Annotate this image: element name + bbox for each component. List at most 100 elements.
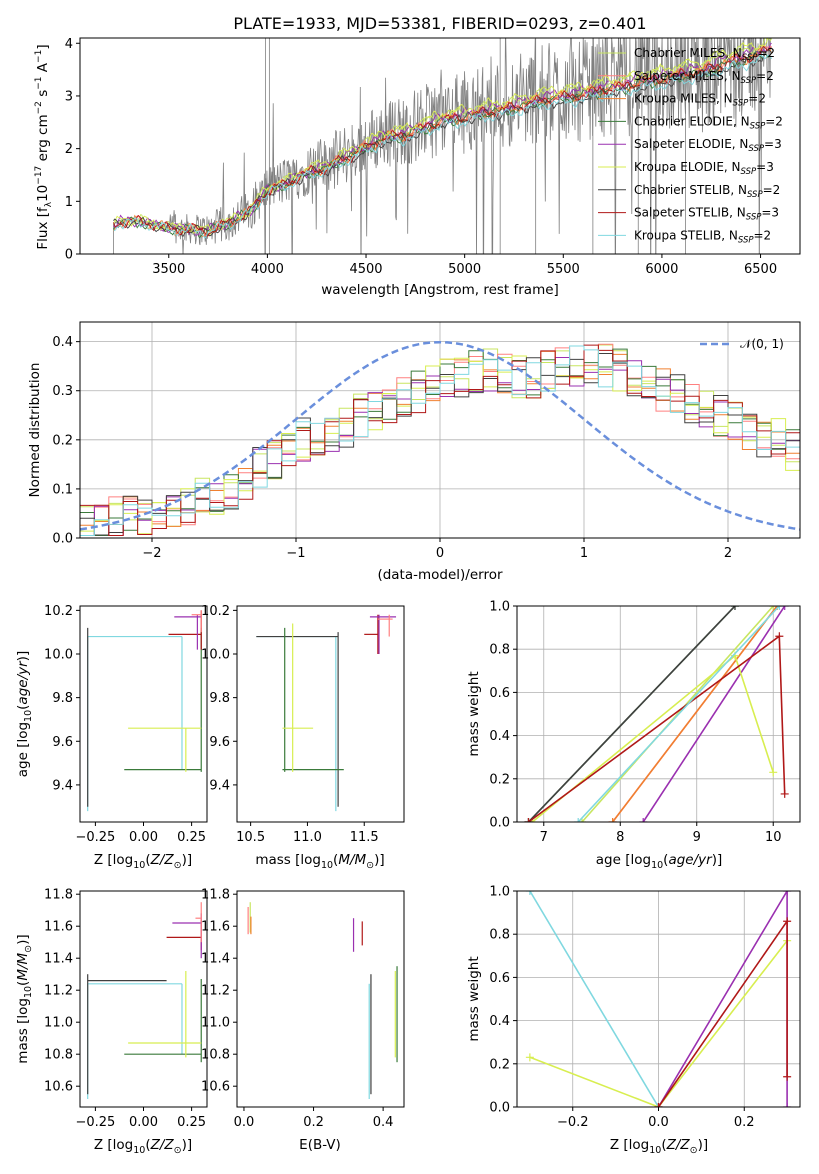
legend-label-sub: SSP [747, 190, 763, 200]
legend-label-main: Salpeter ELODIE, N [634, 137, 748, 151]
massweight_vs_Z-xtick-label: −0.2 [557, 1115, 589, 1130]
z-weight-marker [525, 891, 534, 895]
mass_vs_EBV-xtick-label: 0.2 [303, 1115, 324, 1130]
spectrum-xtick-label: 5500 [547, 262, 580, 277]
massweight_vs_Z-ytick-label: 1.0 [489, 885, 510, 900]
age_vs_Z-xtick-label: −0.25 [75, 830, 115, 845]
spectrum-ylabel-part: s [35, 90, 51, 101]
age-z-xlabel-part: Z/Z [150, 852, 175, 868]
massweight_vs_Z-axes: −0.2 0.0 0.2 0.0 0.2 0.4 0.6 0.8 1.0 [489, 885, 801, 1130]
residuals-ytick-label: 0.4 [52, 335, 73, 350]
z-weight-xlabel-part: ⊙ [690, 1145, 698, 1156]
age-weight-marker [574, 818, 583, 822]
age-weight-xlabel-part: age [log [596, 852, 651, 868]
massweight_vs_Z-ytick-label: 0.2 [489, 1057, 510, 1072]
legend-label-suffix: =2 [763, 183, 781, 197]
spectrum-ylabel: Flux [fλ10−17 erg cm−2 s−1 A−1] [34, 44, 54, 249]
spectrum-legend-label: Salpeter ELODIE, NSSP=3 [634, 137, 782, 154]
residual-ylabel: Normed distribution [27, 363, 43, 498]
massweight_vs_age-xtick-label: 9 [693, 830, 701, 845]
age_vs_Z-axes: −0.25 0.00 0.25 9.4 9.6 9.8 10.0 10.2 [44, 604, 208, 845]
z-weight-marker [654, 1103, 663, 1107]
spectrum-xtick-label: 3500 [152, 262, 185, 277]
z-weight-xlabel-part: )] [698, 1137, 709, 1153]
mass_vs_Z-ytick-label: 11.4 [44, 952, 73, 967]
massweight_vs_Z-xtick-label: 0.0 [648, 1115, 669, 1130]
age-z-xlabel-part: ⊙ [174, 860, 182, 871]
massweight_vs_age-ytick-label: 0.6 [489, 686, 510, 701]
legend-label-sub: SSP [741, 167, 757, 177]
massweight_vs_age-axes: 7 8 9 10 0.0 0.2 0.4 0.6 0.8 1.0 [489, 600, 801, 845]
mass_vs_EBV-ytick-label: 11.0 [201, 1016, 230, 1031]
z-weight-line [529, 891, 660, 1107]
mass_vs_Z-ytick-label: 10.8 [44, 1048, 73, 1063]
residuals-xtick-label: 0 [436, 546, 444, 561]
age-mass-xlabel-part: ( [333, 852, 338, 868]
spectrum-xlabel: wavelength [Angstrom, rest frame] [321, 282, 559, 298]
spectrum-data-line [113, 38, 771, 254]
age_vs_mass-frame [236, 605, 405, 823]
mass-z-ylabel-part: M/M [15, 952, 31, 980]
age-z-ylabel-part: age [log [15, 722, 31, 777]
mass-z-ylabel-part: )] [15, 934, 31, 945]
spectrum-legend-label: Kroupa STELIB, NSSP=2 [634, 228, 771, 245]
massweight_vs_age-frame [516, 605, 801, 823]
spectrum-model-line [113, 54, 772, 239]
legend-label-sub: SSP [750, 121, 766, 131]
gaussian-curve [80, 340, 800, 531]
mass_vs_EBV-xtick-label: 0.0 [234, 1115, 255, 1130]
z-weight-xlabel-part: 10 [649, 1145, 661, 1156]
age-weight-marker [769, 606, 778, 610]
age_vs_mass-xtick-label: 11.0 [293, 830, 322, 845]
legend-label-main: Kroupa STELIB, N [634, 228, 738, 242]
spectrum-plot-area [113, 38, 773, 254]
age_vs_Z-xtick-label: 0.00 [129, 830, 158, 845]
mass-z-ylabel-part: mass [log [15, 998, 31, 1064]
residuals-ytick-label: 0.2 [52, 433, 73, 448]
age_vs_mass-ytick-label: 9.8 [209, 691, 230, 706]
spectrum-xtick-label: 4500 [349, 262, 382, 277]
spectrum-ylabel-part: Flux [f [35, 206, 51, 250]
age_vs_mass-ytick-label: 9.6 [209, 735, 230, 750]
z-weight-marker [783, 891, 792, 895]
mass_vs_Z-ytick-label: 11.8 [44, 888, 73, 903]
age-mass-xlabel-part: M/M [338, 852, 366, 868]
spectrum-legend-label: Salpeter STELIB, NSSP=3 [634, 206, 779, 223]
mass_vs_Z-axes: −0.25 0.00 0.25 10.6 10.8 11.0 11.2 11.4 11.6 11.… [44, 888, 208, 1130]
mass-z-xlabel-part: ( [145, 1137, 150, 1153]
residuals-ytick-label: 0.0 [52, 532, 73, 547]
age_vs_Z-plot-area [87, 610, 202, 812]
massweight_vs_age-xtick-label: 7 [540, 830, 548, 845]
spectrum-ylabel-part: −1 [34, 50, 44, 63]
spectrum-ytick-label: 3 [65, 89, 73, 104]
spectrum-ytick-label: 2 [65, 142, 73, 157]
legend-label-suffix: =3 [764, 137, 782, 151]
spectrum-ytick-label: 4 [65, 37, 73, 52]
spectrum-legend-label: Salpeter MILES, NSSP=2 [634, 69, 774, 86]
mass_vs_EBV-ytick-label: 11.6 [201, 920, 230, 935]
legend-label-suffix: =2 [756, 69, 774, 83]
age-weight-line [642, 606, 786, 822]
mass_vs_Z-xtick-label: 0.25 [177, 1115, 206, 1130]
legend-label-suffix: =2 [748, 92, 766, 106]
age_vs_Z-ytick-label: 10.2 [44, 604, 73, 619]
mass_vs_EBV-ytick-label: 11.2 [201, 984, 230, 999]
mass_vs_Z-ytick-label: 11.0 [44, 1016, 73, 1031]
massweight_vs_Z-ytick-label: 0.4 [489, 1014, 510, 1029]
age-weight-xlabel-part: 10 [651, 860, 663, 871]
mass-z-ylabel: mass [log10(M/M⊙)] [15, 934, 34, 1063]
gaussian-legend-label: 𝒩(0, 1) [740, 337, 784, 351]
z-weight-xlabel-part: ( [661, 1137, 666, 1153]
legend-label-suffix: =2 [757, 46, 775, 60]
spectrum-model-line [113, 45, 772, 238]
residual-xlabel: (data-model)/error [377, 567, 503, 583]
age-z-ylabel-part: ( [15, 705, 31, 710]
mass-z-xlabel: Z [log10(Z/Z⊙)] [94, 1137, 192, 1156]
age-mass-xlabel-part: )] [374, 852, 385, 868]
z-weight-ylabel: mass weight [466, 956, 482, 1041]
residuals-ytick-label: 0.3 [52, 384, 73, 399]
legend-label-main: Salpeter STELIB, N [634, 206, 746, 220]
mass-z-xlabel-part: Z [log [94, 1137, 133, 1153]
z-weight-line [529, 940, 788, 1107]
legend-label-suffix: =2 [754, 228, 772, 242]
